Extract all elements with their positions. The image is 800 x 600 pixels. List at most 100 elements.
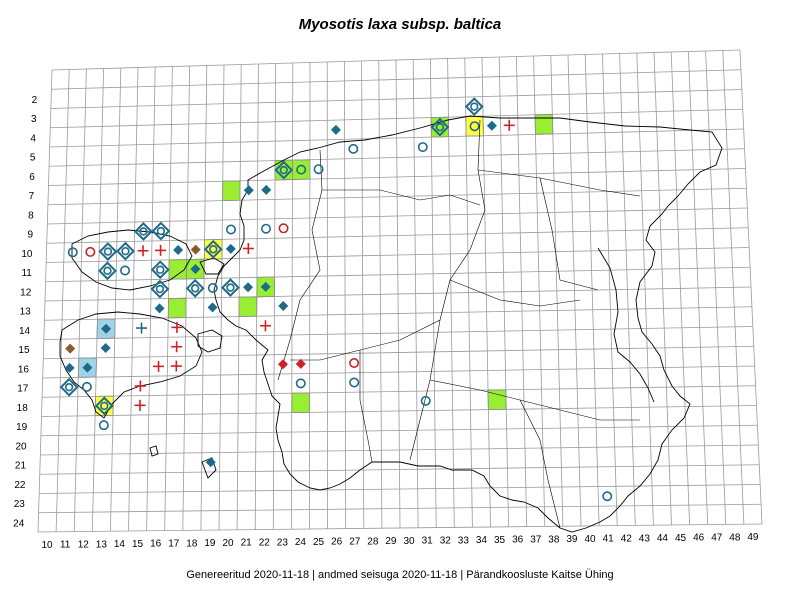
row-label: 6: [29, 172, 35, 183]
circle-marker: [207, 282, 218, 293]
row-label: 19: [16, 422, 28, 433]
grid-line-horizontal: [50, 89, 742, 109]
row-label: 15: [18, 345, 30, 356]
column-label: 35: [494, 535, 506, 546]
occurrence-marker: [82, 362, 93, 373]
highlighted-cell: [238, 296, 258, 317]
diamond-marker: [64, 362, 75, 373]
circle-marker: [602, 491, 613, 502]
occurrence-marker: [207, 282, 218, 293]
grid-line-horizontal: [38, 503, 762, 514]
row-label: 21: [15, 461, 27, 472]
diamond-marker: [173, 245, 184, 256]
diamond-marker: [260, 281, 271, 292]
occurrence-marker: [348, 143, 359, 154]
highlighted-cell: [534, 113, 554, 135]
diamond-outline-marker: [116, 241, 135, 261]
row-label: 9: [27, 230, 33, 241]
inner-circle-marker: [435, 122, 445, 132]
occurrence-marker: [190, 263, 201, 274]
diamond-marker: [190, 263, 201, 274]
island-saaremaa: [59, 311, 203, 419]
row-label: 10: [21, 249, 33, 260]
row-label: 17: [17, 384, 29, 395]
occurrence-marker: [602, 491, 613, 502]
island-kihnu: [201, 457, 217, 479]
grid-line-horizontal: [42, 385, 756, 398]
diamond-marker: [190, 244, 201, 255]
diamond-outline-marker: [221, 278, 240, 298]
column-label: 26: [331, 537, 343, 548]
inner-circle-marker: [121, 246, 130, 256]
diamond-marker: [100, 343, 111, 354]
circle-marker: [278, 223, 289, 234]
highlighted-cell: [222, 180, 241, 202]
column-label: 34: [476, 535, 488, 546]
circle-marker: [348, 143, 359, 154]
occurrence-marker: [101, 323, 112, 334]
inner-circle-marker: [226, 283, 235, 292]
column-label: 36: [512, 535, 524, 546]
occurrence-marker: [486, 120, 497, 131]
column-label: 10: [41, 540, 53, 551]
diamond-marker: [243, 185, 254, 196]
occurrence-marker: [349, 377, 360, 388]
grid-line-horizontal: [40, 424, 758, 437]
occurrence-marker: [242, 242, 254, 254]
circle-marker: [313, 164, 324, 175]
column-label: 45: [675, 533, 687, 544]
occurrence-marker: [243, 185, 254, 196]
island-vormsi: [199, 257, 225, 275]
row-label: 22: [14, 480, 26, 491]
column-label: 33: [458, 535, 470, 546]
county-borders: [277, 119, 641, 529]
circle-marker: [85, 246, 96, 257]
grid-line-horizontal: [42, 365, 755, 379]
column-label: 30: [403, 536, 415, 547]
grid-line-horizontal: [44, 286, 752, 302]
diamond-outline-marker: [59, 377, 79, 397]
occurrence-marker: [116, 241, 135, 261]
grid-line-horizontal: [39, 464, 760, 475]
occurrence-marker: [225, 224, 236, 235]
grid-line-horizontal: [49, 128, 744, 148]
occurrence-marker: [430, 117, 450, 137]
diamond-outline-marker: [98, 242, 118, 261]
diamond-outline-marker: [430, 117, 450, 137]
column-label: 41: [603, 534, 615, 545]
occurrence-marker: [417, 142, 428, 153]
grid-line-horizontal: [37, 523, 763, 533]
diamond-outline-marker: [203, 239, 223, 259]
occurrence-marker: [173, 245, 184, 256]
highlighted-cell: [292, 159, 311, 180]
column-label: 17: [168, 539, 180, 550]
lake-outline: [597, 247, 655, 403]
grid-line-horizontal: [50, 108, 743, 129]
circle-marker: [81, 381, 92, 392]
occurrence-marker: [243, 282, 254, 293]
diamond-marker: [101, 323, 112, 334]
row-label: 11: [21, 268, 32, 279]
column-label: 25: [313, 537, 325, 548]
inner-circle-marker: [64, 382, 74, 392]
highlighted-cell: [465, 115, 484, 137]
occurrence-marker: [349, 358, 360, 369]
column-label: 16: [150, 539, 162, 550]
highlighted-cell: [167, 297, 187, 319]
diamond-marker: [295, 358, 306, 369]
inner-circle-marker: [103, 266, 112, 276]
occurrence-marker: [133, 222, 153, 241]
column-label: 18: [186, 538, 198, 549]
grid-line-horizontal: [40, 444, 759, 456]
occurrence-marker: [469, 121, 480, 132]
occurrence-marker: [420, 395, 431, 406]
row-label: 18: [17, 403, 29, 414]
row-label: 13: [20, 307, 32, 318]
occurrence-marker: [154, 303, 165, 314]
diamond-outline-marker: [185, 278, 205, 298]
occurrence-marker: [98, 261, 117, 281]
row-label: 5: [30, 153, 36, 164]
island-hiiumaa: [71, 229, 193, 291]
diamond-marker: [154, 303, 165, 314]
